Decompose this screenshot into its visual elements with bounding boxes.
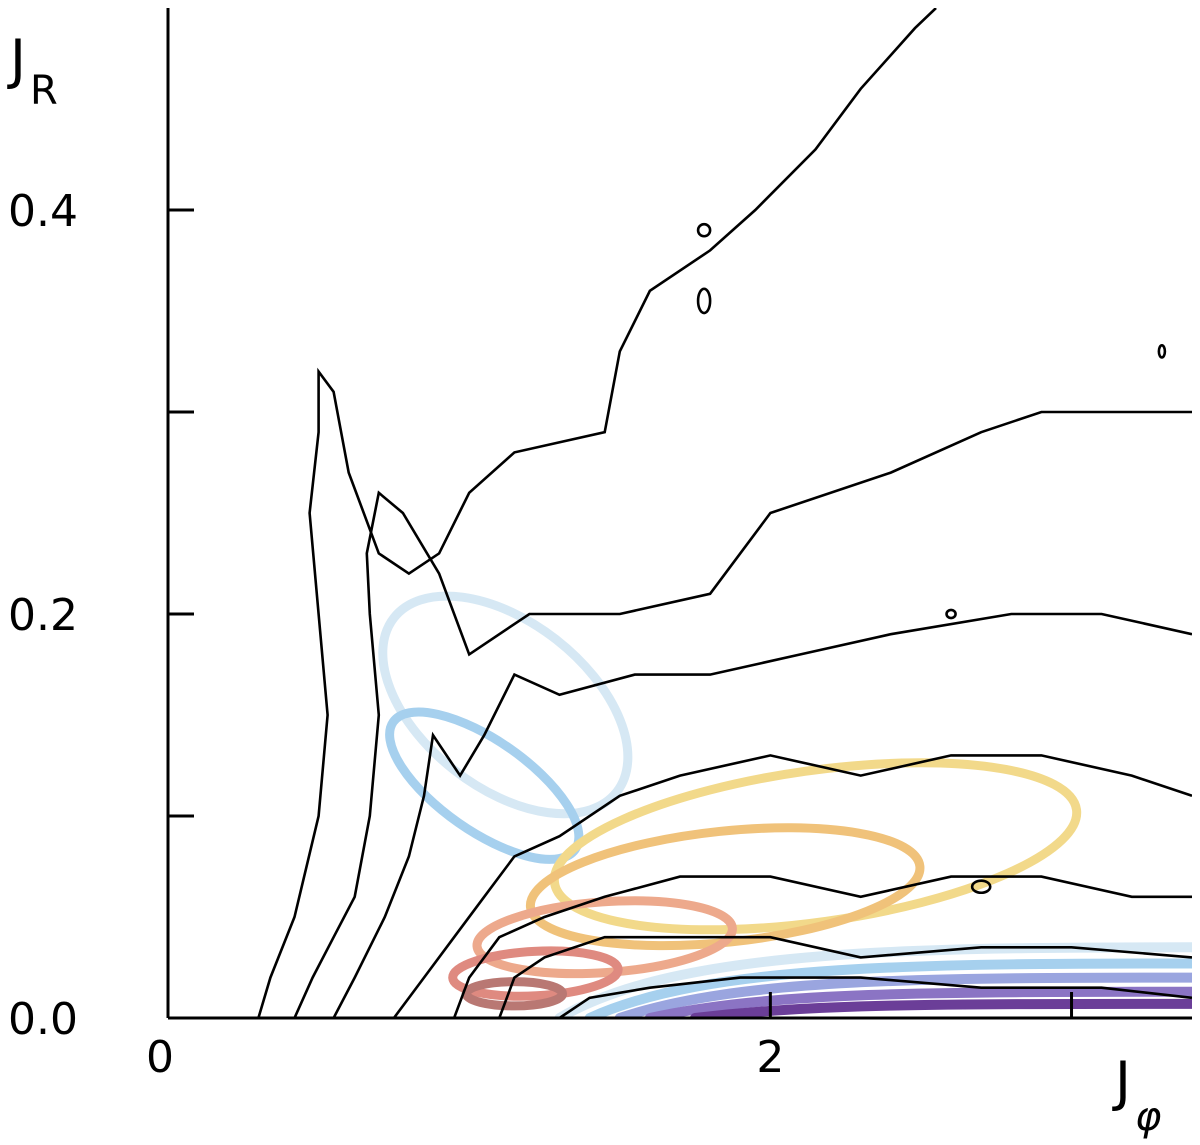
contour-level-1 [257, 8, 937, 1018]
ellipse-salmon [472, 896, 737, 979]
ellipse-dark-red [461, 977, 568, 1011]
y-tick-label-2: 0.2 [8, 590, 78, 641]
flat-purple [690, 998, 1192, 1018]
ellipse-pale-blue [378, 591, 633, 819]
contour-level-3 [332, 612, 1192, 1018]
data-layer [257, 8, 1192, 1018]
contour-level-6 [498, 935, 1192, 1018]
x-axis-title: Jφ [1112, 1050, 1161, 1140]
contour-island-1 [696, 222, 712, 238]
x-tick-label-0: 0 [146, 1032, 174, 1083]
y-tick-label-4: 0.4 [8, 186, 78, 237]
contour-level-5 [452, 875, 1192, 1018]
flat-violet [644, 986, 1192, 1018]
tick-labels: 0.0 0.2 0.4 0 2 [8, 186, 784, 1083]
contour-island-2 [696, 287, 712, 315]
axes [166, 8, 1192, 1020]
flat-blue [584, 958, 1192, 1018]
y-tick-label-0: 0.0 [8, 994, 78, 1045]
contour-level-4 [392, 754, 1192, 1018]
x-tick-label-1: 2 [756, 1032, 784, 1083]
contour-island-5 [970, 879, 992, 895]
contour-island-3 [1157, 344, 1167, 359]
contour-level-2 [293, 410, 1192, 1018]
contour-island-4 [945, 608, 957, 620]
ellipse-red [448, 946, 623, 1001]
flat-periwinkle [614, 972, 1192, 1018]
contour-level-7 [558, 976, 1192, 1018]
